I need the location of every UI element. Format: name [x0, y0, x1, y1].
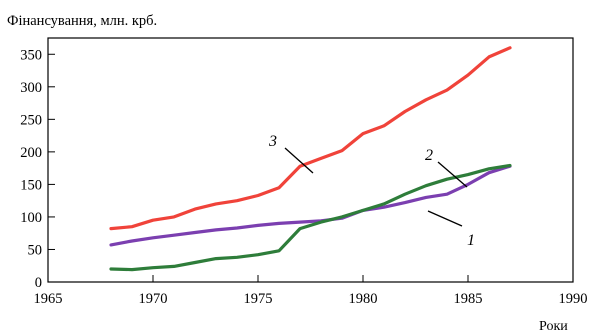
series-2-label: 2: [425, 147, 433, 164]
y-tick-label: 300: [20, 80, 42, 96]
x-tick-label: 1965: [34, 291, 63, 307]
x-axis-label: Роки: [539, 319, 568, 331]
series-3-annotation: 3: [268, 133, 314, 174]
y-tick-label: 200: [20, 145, 42, 161]
x-tick-label: 1975: [244, 291, 273, 307]
plot-frame: [47, 37, 574, 283]
x-tick-label: 1990: [559, 291, 588, 307]
x-tick-label: 1980: [349, 291, 378, 307]
y-axis: 0 50 100 150 200 250 300 350: [20, 47, 55, 291]
series-lines: [109, 46, 512, 272]
x-tick-label: 1985: [454, 291, 483, 307]
series-2-line: [109, 163, 512, 272]
series-1-label: 1: [467, 232, 475, 249]
y-tick-label: 350: [20, 47, 42, 63]
y-tick-label: 250: [20, 112, 42, 128]
y-tick-label: 150: [20, 177, 42, 193]
series-1-annotation: 1: [427, 210, 475, 249]
y-tick-label: 100: [20, 210, 42, 226]
series-1-line: [109, 164, 512, 247]
series-3-line: [109, 46, 512, 231]
y-tick-label: 50: [28, 242, 43, 258]
series-3-leader: [284, 147, 314, 174]
series-1-leader: [427, 210, 463, 227]
series-3-label: 3: [268, 133, 277, 150]
series-2-annotation: 2: [425, 147, 468, 188]
series-2-leader: [437, 161, 468, 188]
y-axis-label: Фінансування, млн. крб.: [7, 13, 157, 29]
x-tick-label: 1970: [139, 291, 168, 307]
y-tick-label: 0: [35, 275, 42, 291]
x-axis: 1965 1970 1975 1980 1985 1990: [34, 275, 588, 307]
